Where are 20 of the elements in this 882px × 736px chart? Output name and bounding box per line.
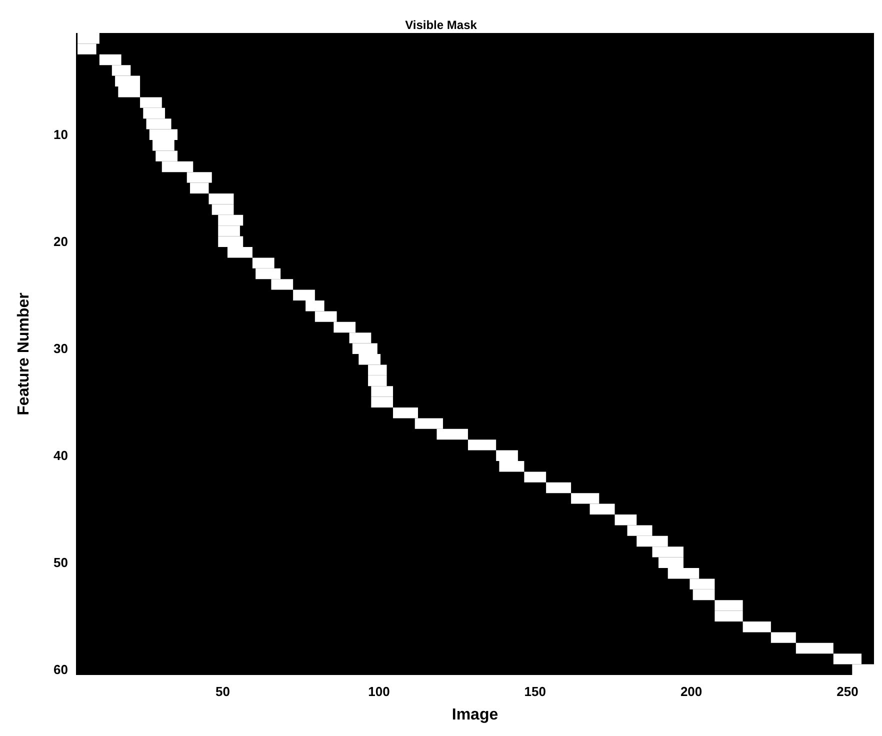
bar bbox=[770, 632, 796, 643]
x-tick-label: 100 bbox=[368, 684, 390, 699]
y-tick-label: 30 bbox=[54, 341, 68, 356]
x-axis-title: Image bbox=[452, 706, 498, 724]
bar bbox=[468, 440, 496, 450]
y-tick-label: 50 bbox=[54, 555, 68, 570]
x-tick-label: 150 bbox=[524, 684, 546, 699]
x-tick-label: 200 bbox=[680, 684, 702, 699]
y-tick-label: 40 bbox=[54, 448, 68, 464]
x-tick-label: 250 bbox=[836, 684, 858, 699]
bar bbox=[524, 472, 546, 482]
bar bbox=[796, 642, 834, 654]
x-tick-label: 50 bbox=[216, 684, 230, 699]
y-tick-label: 20 bbox=[54, 234, 68, 250]
bar bbox=[742, 622, 771, 632]
y-tick-label: 10 bbox=[54, 127, 68, 142]
chart-title: Visible Mask bbox=[405, 18, 478, 32]
bar bbox=[546, 482, 572, 494]
y-axis-title: Feature Number bbox=[16, 292, 32, 416]
y-tick-label: 60 bbox=[54, 662, 68, 678]
